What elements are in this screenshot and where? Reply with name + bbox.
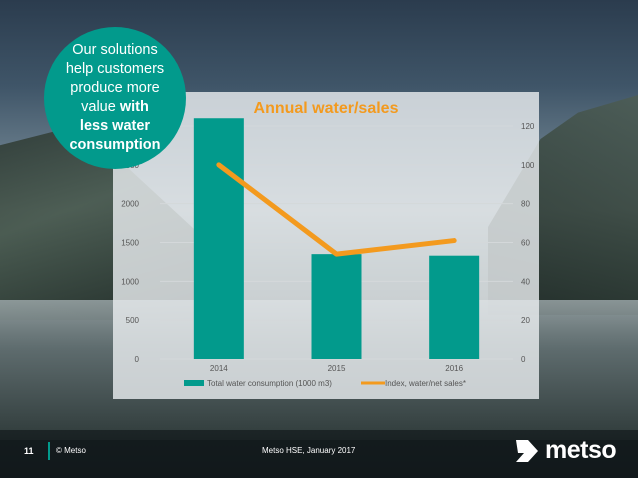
left-tick-label: 0 bbox=[135, 355, 140, 364]
bar bbox=[311, 254, 362, 359]
left-tick-label: 1500 bbox=[121, 239, 139, 248]
footer-copyright: © Metso bbox=[56, 446, 86, 455]
metso-logo-text: metso bbox=[545, 436, 617, 464]
legend: Total water consumption (1000 m3) Index, … bbox=[184, 379, 466, 388]
right-tick-label: 20 bbox=[521, 316, 530, 325]
page-number: 11 bbox=[24, 446, 34, 456]
right-tick-label: 0 bbox=[521, 355, 526, 364]
chart-title: Annual water/sales bbox=[254, 100, 399, 117]
left-tick-label: 500 bbox=[126, 316, 140, 325]
x-tick-label: 2014 bbox=[210, 364, 228, 373]
callout-line1: Our solutions bbox=[72, 42, 158, 58]
bar bbox=[193, 118, 244, 359]
chart: Annual water/sales 05001000150020002500 … bbox=[121, 100, 535, 388]
chart-panel: Annual water/sales 05001000150020002500 … bbox=[113, 92, 539, 399]
legend-label-bars: Total water consumption (1000 m3) bbox=[207, 379, 332, 388]
right-tick-label: 120 bbox=[521, 122, 535, 131]
index-line bbox=[216, 162, 457, 257]
footer-separator bbox=[48, 442, 50, 460]
callout-line6: consumption bbox=[69, 137, 161, 153]
callout-circle: Our solutions help customers produce mor… bbox=[44, 27, 186, 169]
bar bbox=[429, 255, 480, 359]
line-series bbox=[216, 162, 457, 257]
x-tick-label: 2015 bbox=[328, 364, 346, 373]
right-tick-label: 80 bbox=[521, 200, 530, 209]
left-axis: 05001000150020002500 bbox=[121, 161, 139, 364]
callout-line2: help customers bbox=[65, 61, 165, 77]
footer-presentation-title: Metso HSE, January 2017 bbox=[262, 446, 356, 455]
legend-swatch-bars bbox=[184, 380, 204, 386]
x-axis: 2014 2015 2016 bbox=[210, 364, 464, 373]
left-tick-label: 1000 bbox=[121, 277, 139, 286]
callout-line5: less water bbox=[79, 118, 151, 134]
callout-line4-plain: value bbox=[81, 99, 120, 115]
right-tick-label: 40 bbox=[521, 277, 530, 286]
callout-line4-bold: with bbox=[119, 99, 149, 115]
right-tick-label: 60 bbox=[521, 239, 530, 248]
x-tick-label: 2016 bbox=[445, 364, 463, 373]
right-axis: 0 20 40 60 80 100 120 bbox=[521, 122, 535, 364]
left-tick-label: 2000 bbox=[121, 200, 139, 209]
metso-logo-icon bbox=[516, 440, 538, 462]
legend-label-line: Index, water/net sales* bbox=[385, 379, 466, 388]
right-tick-label: 100 bbox=[521, 161, 535, 170]
callout-line3: produce more bbox=[70, 80, 160, 96]
bar-series bbox=[193, 118, 480, 359]
callout-line4: value with bbox=[44, 98, 186, 117]
